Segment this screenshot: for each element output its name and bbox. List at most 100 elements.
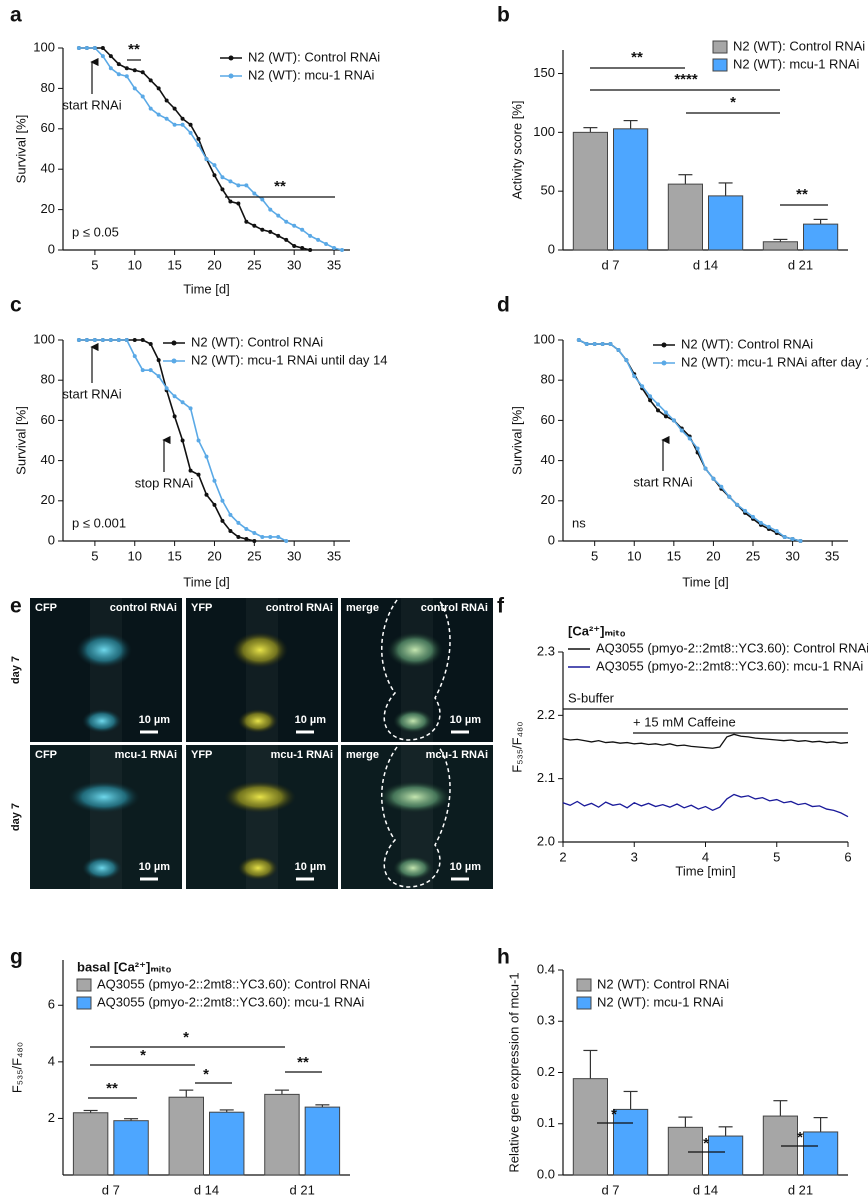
annotation: + 15 mM Caffeine	[633, 714, 736, 729]
series-line	[78, 47, 343, 251]
y-tick-label: 20	[541, 492, 555, 507]
legend-swatch	[576, 996, 592, 1010]
data-point	[212, 163, 217, 168]
data-point	[600, 342, 605, 347]
data-point	[164, 116, 169, 121]
x-tick-label: d 14	[693, 1182, 718, 1197]
annotation: S-buffer	[568, 690, 615, 705]
legend-label: AQ3055 (pmyo-2::2mt8::YC3.60): Control R…	[596, 640, 868, 655]
data-point	[124, 66, 129, 71]
y-tick-label: 60	[541, 412, 555, 427]
y-tick-label: 4	[48, 1053, 55, 1068]
data-point	[148, 106, 153, 111]
y-tick-label: 20	[41, 201, 55, 216]
series-line	[578, 339, 801, 542]
legend-label: N2 (WT): mcu-1 RNAi after day 14	[681, 354, 868, 369]
bar	[168, 1096, 204, 1176]
y-tick-label: 0.0	[537, 1166, 555, 1181]
legend-label: AQ3055 (pmyo-2::2mt8::YC3.60): mcu-1 RNA…	[596, 658, 863, 673]
data-point	[782, 534, 787, 539]
y-axis-label: Survival [%]	[509, 406, 524, 475]
data-point	[260, 197, 265, 202]
y-axis-label: Survival [%]	[13, 115, 28, 184]
data-point	[671, 418, 676, 423]
pharynx-bulb	[393, 709, 433, 733]
annotation: start RNAi	[633, 474, 692, 489]
x-tick-label: 15	[167, 257, 181, 272]
data-point	[204, 157, 209, 162]
data-point	[172, 414, 177, 419]
data-point	[711, 476, 716, 481]
bar	[803, 223, 839, 251]
bar	[304, 1106, 341, 1176]
pharynx-bulb	[387, 632, 443, 668]
data-point	[212, 173, 217, 178]
row-label: day 7	[10, 656, 22, 684]
legend-marker	[228, 55, 234, 61]
data-point	[648, 394, 653, 399]
data-point	[196, 136, 201, 141]
legend-swatch	[712, 58, 728, 72]
y-tick-label: 80	[41, 372, 55, 387]
series-line	[578, 339, 801, 542]
data-point	[260, 534, 265, 539]
x-tick-label: d 14	[194, 1182, 219, 1197]
data-point	[100, 54, 105, 59]
condition-label: mcu-1 RNAi	[115, 749, 177, 761]
y-tick-label: 40	[541, 452, 555, 467]
y-axis-label: Relative gene expression of mcu-1	[506, 972, 521, 1172]
data-point	[84, 338, 89, 342]
data-point	[766, 524, 771, 529]
data-point	[576, 338, 581, 342]
legend-label: AQ3055 (pmyo-2::2mt8::YC3.60): mcu-1 RNA…	[97, 994, 364, 1009]
legend-marker	[228, 73, 234, 79]
x-tick-label: 20	[706, 548, 720, 563]
data-point	[324, 241, 329, 246]
bar	[209, 1111, 245, 1176]
panel-letter: a	[10, 4, 22, 27]
y-tick-label: 6	[48, 997, 55, 1012]
data-point	[188, 406, 193, 411]
y-tick-label: 0.2	[537, 1064, 555, 1079]
data-point	[172, 106, 177, 111]
data-point	[132, 338, 137, 342]
data-point	[284, 219, 289, 224]
bar	[762, 241, 798, 251]
annotation: **	[297, 1054, 309, 1071]
data-point	[228, 528, 233, 533]
data-point	[743, 508, 748, 513]
data-point	[648, 398, 653, 403]
y-tick-label: 0.4	[537, 961, 555, 976]
annotation: *	[183, 1029, 189, 1046]
data-point	[156, 374, 161, 379]
annotation: *	[703, 1135, 709, 1152]
annotation: **	[128, 41, 140, 58]
annotation: *	[203, 1066, 209, 1083]
data-point	[252, 191, 257, 196]
panel-letter: g	[10, 946, 23, 969]
data-point	[260, 227, 265, 232]
channel-label: merge	[346, 602, 379, 614]
y-tick-label: 0	[548, 532, 555, 547]
data-point	[292, 223, 297, 228]
data-point	[252, 530, 257, 535]
x-tick-label: 15	[667, 548, 681, 563]
data-point	[276, 534, 281, 539]
y-tick-label: 2.2	[537, 707, 555, 722]
data-point	[695, 446, 700, 451]
x-tick-label: 10	[128, 548, 142, 563]
legend-label: N2 (WT): Control RNAi	[191, 334, 323, 349]
data-point	[284, 539, 289, 543]
data-point	[679, 428, 684, 433]
pharynx-bulb	[379, 781, 451, 813]
data-point	[751, 514, 755, 519]
data-point	[132, 86, 137, 91]
data-point	[300, 227, 305, 232]
data-point	[244, 219, 249, 224]
annotation: stop RNAi	[135, 475, 194, 490]
x-tick-label: d 7	[601, 257, 619, 272]
x-tick-label: 25	[247, 257, 261, 272]
pharynx-bulb	[224, 781, 296, 813]
legend-marker	[171, 358, 177, 364]
data-point	[252, 539, 257, 543]
